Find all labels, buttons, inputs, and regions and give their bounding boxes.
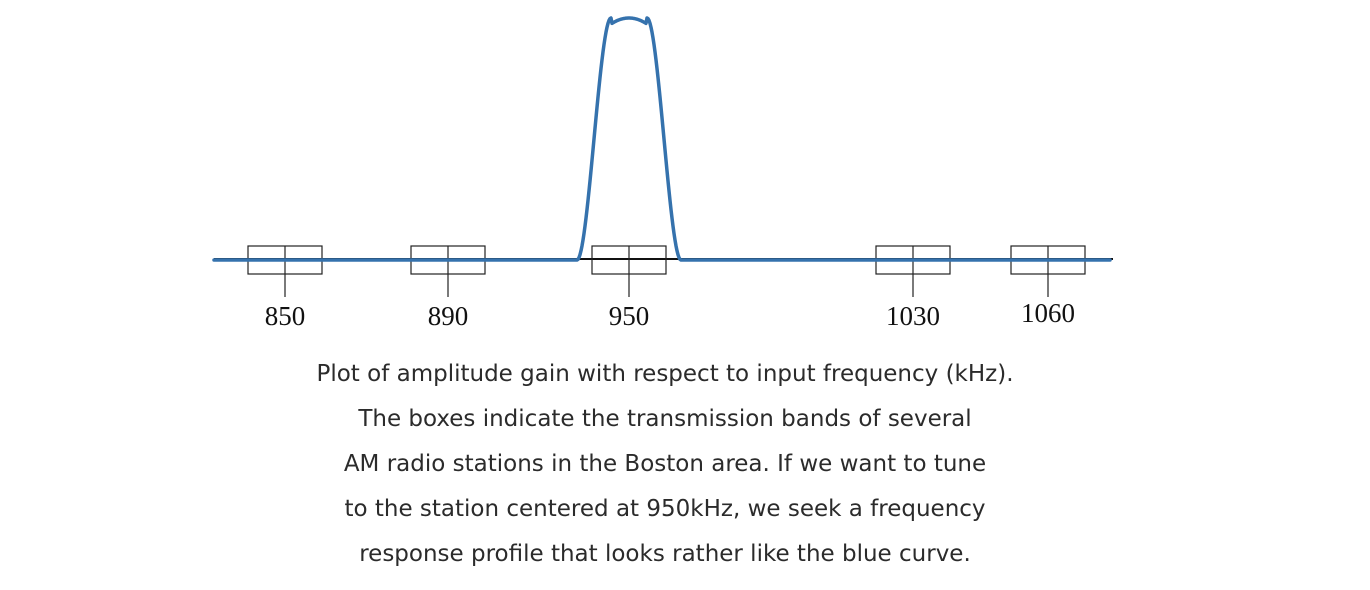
frequency-response-curve (212, 16, 1112, 262)
caption-line: AM radio stations in the Boston area. If… (343, 451, 987, 477)
station-band-850: 850 (247, 245, 323, 331)
station-frequency-label: 950 (609, 301, 650, 331)
station-band-890: 890 (410, 245, 486, 331)
figure-caption: Plot of amplitude gain with respect to i… (0, 352, 1330, 577)
frequency-response-diagram: 850 890 950 1030 1060 (212, 16, 1113, 331)
station-frequency-label: 1030 (886, 301, 940, 331)
caption-line: The boxes indicate the transmission band… (358, 406, 972, 432)
caption-line: to the station centered at 950kHz, we se… (344, 496, 986, 522)
station-band-950: 950 (591, 245, 667, 331)
caption-line: Plot of amplitude gain with respect to i… (316, 361, 1014, 387)
station-frequency-label: 850 (265, 301, 306, 331)
caption-line: response profile that looks rather like … (359, 541, 971, 567)
station-frequency-label: 1060 (1021, 298, 1075, 328)
station-frequency-label: 890 (428, 301, 469, 331)
